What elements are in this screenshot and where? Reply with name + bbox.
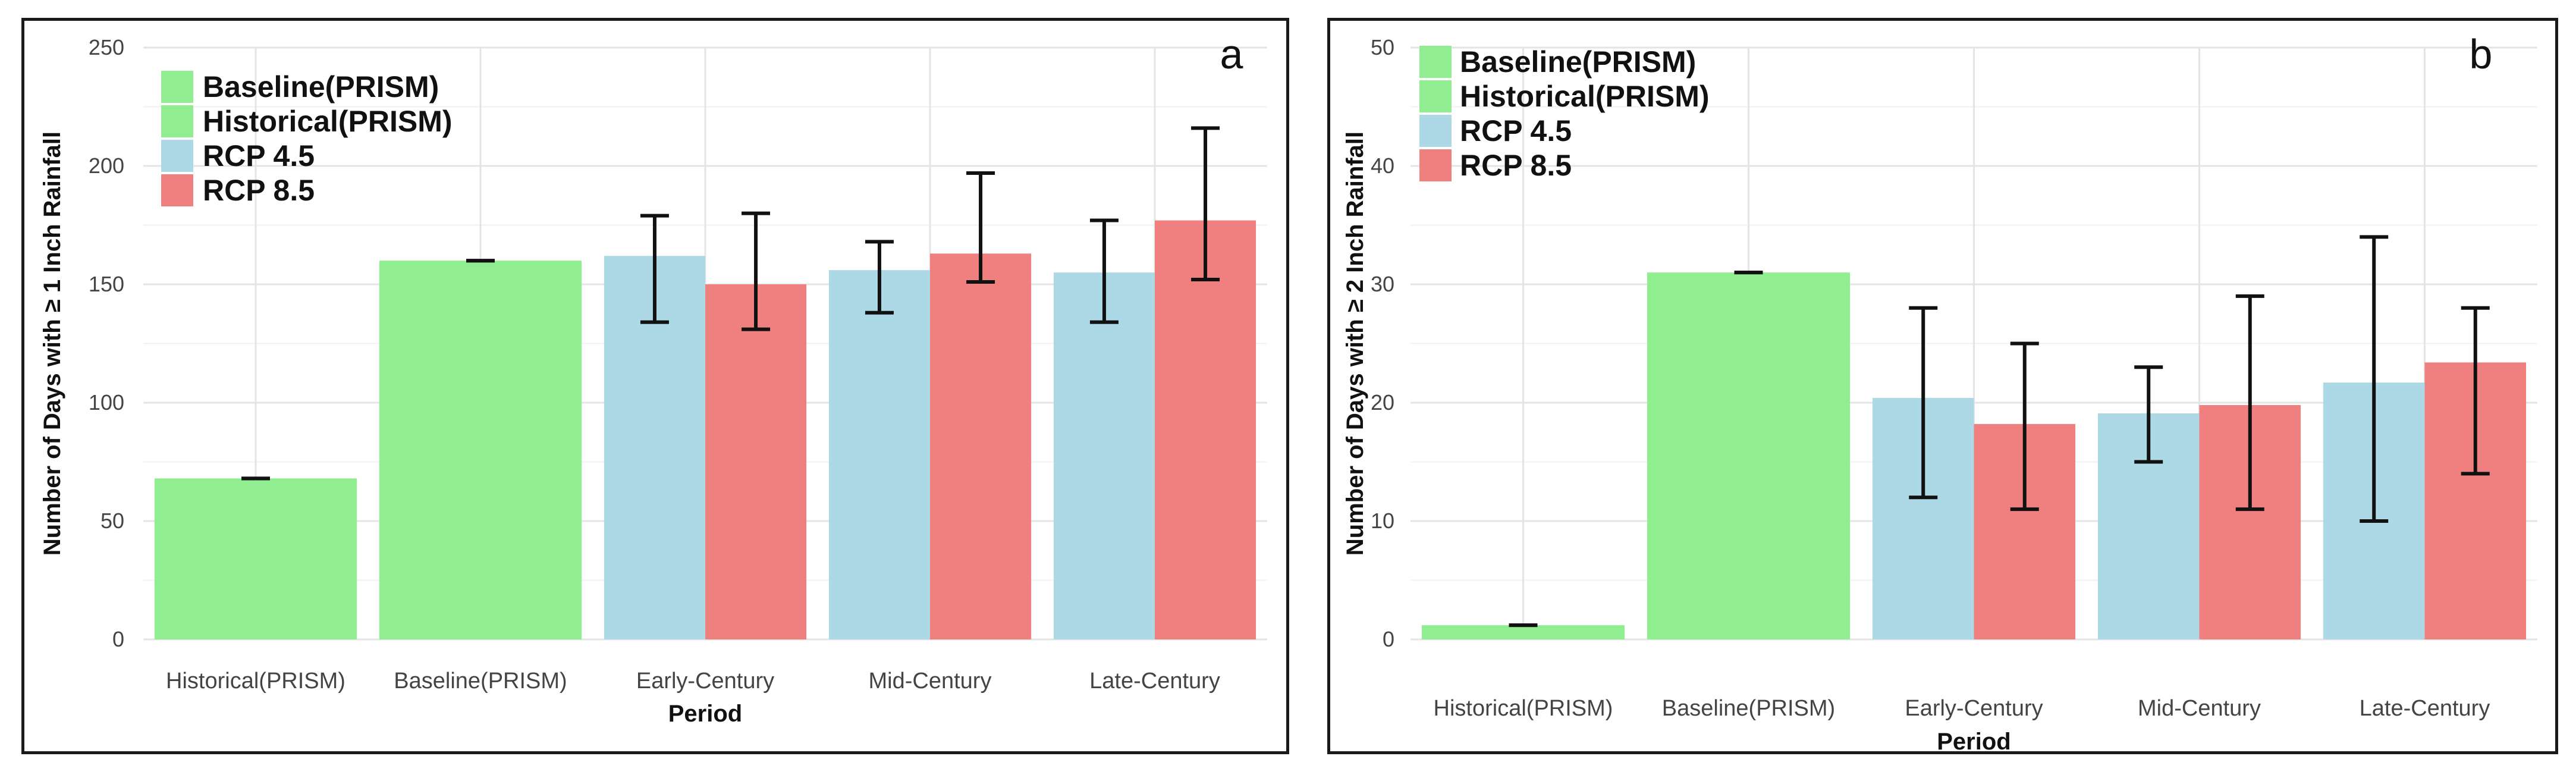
legend-swatch — [161, 174, 193, 206]
legend-label: Baseline(PRISM) — [203, 70, 439, 103]
x-tick-label: Historical(PRISM) — [166, 669, 345, 694]
legend-label: RCP 8.5 — [203, 174, 315, 207]
bar-mid-century-rcp-4-5 — [828, 270, 930, 639]
error-bar — [2010, 341, 2039, 512]
legend-swatch — [161, 105, 193, 137]
legend: Baseline(PRISM)Historical(PRISM)RCP 4.5R… — [161, 70, 453, 207]
y-tick-label: 50 — [100, 509, 124, 533]
y-tick-label: 150 — [89, 272, 124, 296]
legend-label: RCP 8.5 — [1460, 149, 1572, 182]
panel-label: b — [2470, 31, 2493, 77]
legend-label: RCP 4.5 — [1460, 114, 1572, 148]
x-tick-label: Late-Century — [2360, 696, 2490, 721]
error-bar — [2360, 235, 2389, 523]
y-tick-label: 100 — [89, 390, 124, 415]
legend-swatch — [1419, 149, 1452, 181]
x-tick-label: Early-Century — [636, 669, 774, 694]
y-tick-label: 250 — [89, 35, 124, 59]
bar-late-century-rcp-8-5 — [1155, 220, 1256, 639]
bar-baseline-prism--baseline-prism- — [379, 261, 582, 639]
x-tick-label: Baseline(PRISM) — [1662, 696, 1835, 721]
x-axis-title: Period — [668, 701, 742, 727]
y-axis-title: Number of Days with ≥ 1 Inch Rainfall — [39, 131, 65, 556]
error-bar — [1089, 218, 1119, 324]
bar-early-century-rcp-8-5 — [705, 284, 807, 639]
bar-historical-prism--historical-prism- — [1421, 625, 1625, 639]
y-tick-label: 30 — [1371, 272, 1394, 296]
legend-swatch — [161, 140, 193, 172]
x-tick-label: Late-Century — [1089, 669, 1220, 694]
legend-swatch — [1419, 46, 1452, 78]
y-tick-label: 0 — [1383, 627, 1394, 651]
legend-label: RCP 4.5 — [203, 139, 315, 172]
error-bar — [1909, 306, 1938, 500]
x-axis-title: Period — [1937, 729, 2010, 751]
x-tick-label: Historical(PRISM) — [1434, 696, 1613, 721]
y-tick-label: 0 — [112, 627, 124, 651]
y-tick-label: 20 — [1371, 390, 1394, 415]
x-tick-label: Baseline(PRISM) — [394, 669, 567, 694]
error-bar — [2134, 365, 2163, 464]
y-tick-label: 10 — [1371, 509, 1394, 533]
x-tick-label: Mid-Century — [869, 669, 992, 694]
error-bar — [966, 171, 995, 284]
error-bar — [640, 214, 669, 324]
legend-label: Baseline(PRISM) — [1460, 45, 1696, 79]
bar-baseline-prism--baseline-prism- — [1647, 272, 1851, 640]
legend-swatch — [1419, 80, 1452, 112]
error-bar — [865, 240, 894, 315]
legend-swatch — [161, 71, 193, 103]
error-bar — [2235, 294, 2264, 512]
x-tick-label: Early-Century — [1905, 696, 2043, 721]
legend-label: Historical(PRISM) — [1460, 80, 1710, 113]
legend-swatch — [1419, 115, 1452, 147]
x-tick-label: Mid-Century — [2138, 696, 2261, 721]
y-tick-label: 40 — [1371, 153, 1394, 178]
bar-mid-century-rcp-8-5 — [930, 253, 1032, 639]
y-axis-title: Number of Days with ≥ 2 Inch Rainfall — [1342, 131, 1368, 556]
error-bar — [2461, 306, 2490, 476]
chart-panel-b: 0 10 20 30 40 50 Historical(PRISM) Baseline(PRI… — [1327, 18, 2558, 754]
error-bar — [1191, 126, 1220, 282]
y-tick-label: 200 — [89, 153, 124, 178]
legend: Baseline(PRISM)Historical(PRISM)RCP 4.5R… — [1419, 45, 1710, 182]
chart-panel-a: 0 50 100 150 200 250 Historical(PRISM) Baseline… — [21, 18, 1289, 754]
error-bar — [742, 211, 771, 331]
bar-late-century-rcp-4-5 — [1053, 272, 1155, 640]
legend-label: Historical(PRISM) — [203, 105, 453, 138]
y-tick-label: 50 — [1371, 35, 1394, 59]
panel-label: a — [1220, 31, 1243, 77]
bar-historical-prism--historical-prism- — [154, 478, 357, 639]
